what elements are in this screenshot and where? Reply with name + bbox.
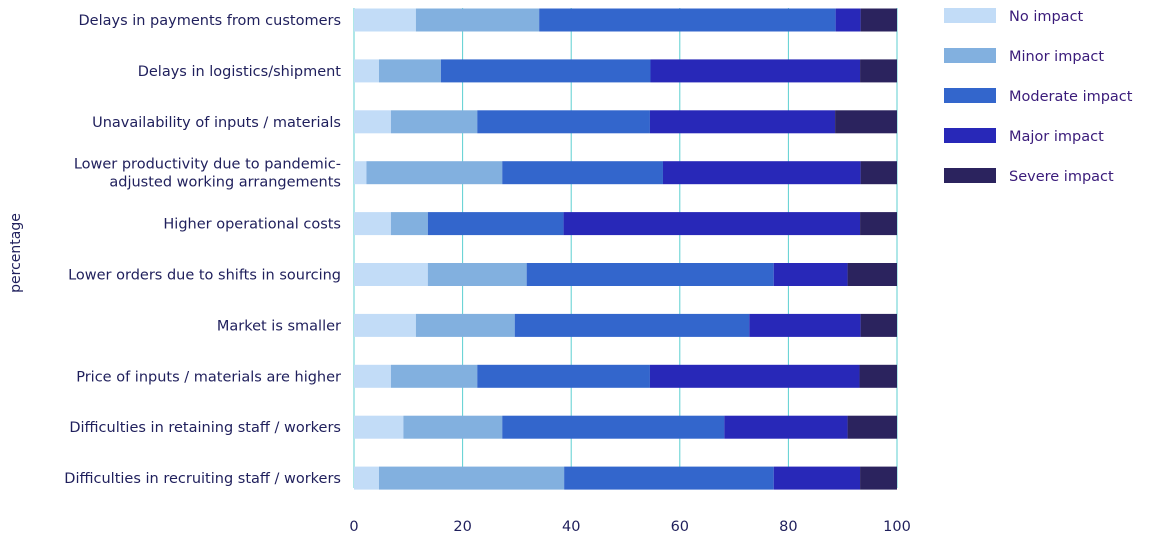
bar-segment [477,364,650,388]
x-tick-labels: 0 20 40 60 80 100 [349,519,910,535]
bar-segment [773,466,861,490]
bar-segment [847,263,897,286]
legend-label: Moderate impact [1009,89,1133,105]
bar-segment [526,263,774,286]
bar-segment [354,8,416,32]
legend-swatch [944,8,996,23]
bar-segment [378,59,441,83]
gridlines [353,8,898,488]
bar-segment [649,364,860,388]
category-label: Higher operational costs [163,217,341,233]
category-label: Difficulties in recruiting staff / worke… [64,471,341,487]
bar-segment [378,466,565,490]
x-tick-label: 20 [453,519,471,535]
bar-segment [835,8,861,32]
bar-segment [354,59,379,83]
bar-segment [662,161,861,185]
bar-segment [860,59,897,83]
bar-segment [354,263,428,286]
bar-segment [860,161,897,185]
category-label-line: adjusted working arrangements [109,175,341,191]
x-tick-label: 80 [779,519,797,535]
bar-segment [564,466,774,490]
bar-segment [366,161,503,185]
bar-segment [847,415,897,439]
bar-segment [403,415,503,439]
bar-segment [749,313,861,337]
bar-segment [440,59,651,83]
legend-swatch [944,48,996,63]
y-axis-label: percentage [8,213,24,293]
bar-segment [563,212,861,236]
legend-swatch [944,128,996,143]
bar-segment [354,466,379,490]
bar-segment [649,110,836,134]
category-label: Market is smaller [217,318,341,334]
category-label-line: Lower productivity due to pandemic- [74,157,341,173]
legend: No impact Minor impact Moderate impact Majo… [944,8,1133,185]
x-tick-label: 60 [671,519,689,535]
bar-segment [354,110,391,134]
bar-segment [354,313,416,337]
category-label: Delays in payments from customers [78,13,341,29]
bar-segment [773,263,848,286]
bar-segment [860,8,897,32]
bar-segment [502,161,663,185]
category-label: Price of inputs / materials are higher [76,369,341,385]
legend-swatch [944,168,996,183]
category-label: Lower orders due to shifts in sourcing [68,268,341,284]
legend-swatch [944,88,996,103]
bar-segment [650,59,861,83]
category-label: Delays in logistics/shipment [138,64,342,80]
category-labels: Delays in payments from customers Delays … [64,13,341,487]
bar-segment [390,212,428,236]
bars [354,8,897,490]
bar-segment [415,313,515,337]
bar-segment [514,313,750,337]
legend-label: Minor impact [1009,49,1104,65]
bar-segment [859,364,897,388]
x-tick-label: 40 [562,519,580,535]
category-label: Difficulties in retaining staff / worker… [69,420,341,436]
legend-label: Major impact [1009,129,1104,145]
bar-segment [860,313,897,337]
category-label: Lower productivity due to pandemic-adjus… [74,157,341,191]
bar-segment [354,364,391,388]
bar-segment [539,8,836,32]
x-tick-label: 100 [883,519,911,535]
bar-segment [860,466,897,490]
bar-segment [415,8,540,32]
bar-segment [354,212,391,236]
bar-segment [724,415,848,439]
bar-segment [427,263,527,286]
legend-label: Severe impact [1009,169,1114,185]
bar-segment [835,110,897,134]
legend-label: No impact [1009,9,1084,25]
bar-segment [477,110,650,134]
bar-segment [860,212,897,236]
x-tick-label: 0 [349,519,358,535]
bar-segment [502,415,725,439]
category-label: Unavailability of inputs / materials [92,115,341,131]
bar-segment [354,161,367,185]
bar-segment [390,110,478,134]
bar-segment [390,364,478,388]
bar-segment [354,415,404,439]
bar-segment [427,212,564,236]
